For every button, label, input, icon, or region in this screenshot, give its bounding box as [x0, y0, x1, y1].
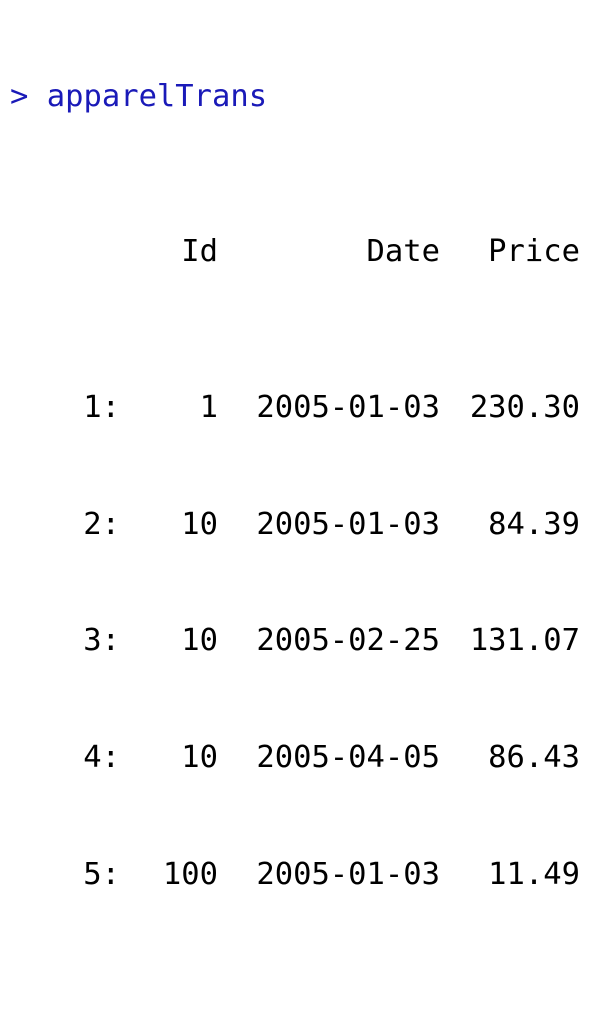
row-id: 10 — [181, 623, 218, 659]
command-text: apparelTrans — [46, 78, 268, 114]
row-id: 10 — [181, 506, 218, 542]
truncation-separator: --- — [10, 1011, 580, 1016]
separator-text: --- — [10, 1011, 102, 1016]
row-date: 2005-02-25 — [256, 623, 440, 659]
row-id: 100 — [162, 856, 218, 892]
table-row: 4: 10 2005-04-05 86.43 — [10, 739, 580, 778]
table-row: 3: 10 2005-02-25 131.07 — [10, 622, 580, 661]
header-id: Id — [181, 234, 218, 270]
table-header: Id Date Price — [10, 233, 580, 272]
header-date: Date — [366, 234, 440, 270]
row-id: 1 — [199, 390, 218, 426]
row-price: 131.07 — [469, 623, 580, 659]
row-date: 2005-01-03 — [256, 856, 440, 892]
header-price: Price — [488, 234, 580, 270]
row-index: 4: — [83, 740, 120, 776]
table-row: 1: 1 2005-01-03 230.30 — [10, 389, 580, 428]
table-row: 5: 100 2005-01-03 11.49 — [10, 856, 580, 895]
row-date: 2005-04-05 — [256, 740, 440, 776]
table-row: 2: 10 2005-01-03 84.39 — [10, 506, 580, 545]
prompt-symbol: > — [10, 78, 29, 114]
row-date: 2005-01-03 — [256, 390, 440, 426]
row-id: 10 — [181, 740, 218, 776]
row-price: 86.43 — [488, 740, 580, 776]
row-index: 5: — [83, 856, 120, 892]
row-price: 84.39 — [488, 506, 580, 542]
row-price: 230.30 — [469, 390, 580, 426]
r-console[interactable]: > apparelTrans Id Date Price 1: 1 2005-01-03… — [10, 0, 580, 1016]
row-price: 11.49 — [488, 856, 580, 892]
row-index: 1: — [83, 390, 120, 426]
row-index: 3: — [83, 623, 120, 659]
command-line[interactable]: > apparelTrans — [10, 78, 580, 117]
row-index: 2: — [83, 506, 120, 542]
row-date: 2005-01-03 — [256, 506, 440, 542]
